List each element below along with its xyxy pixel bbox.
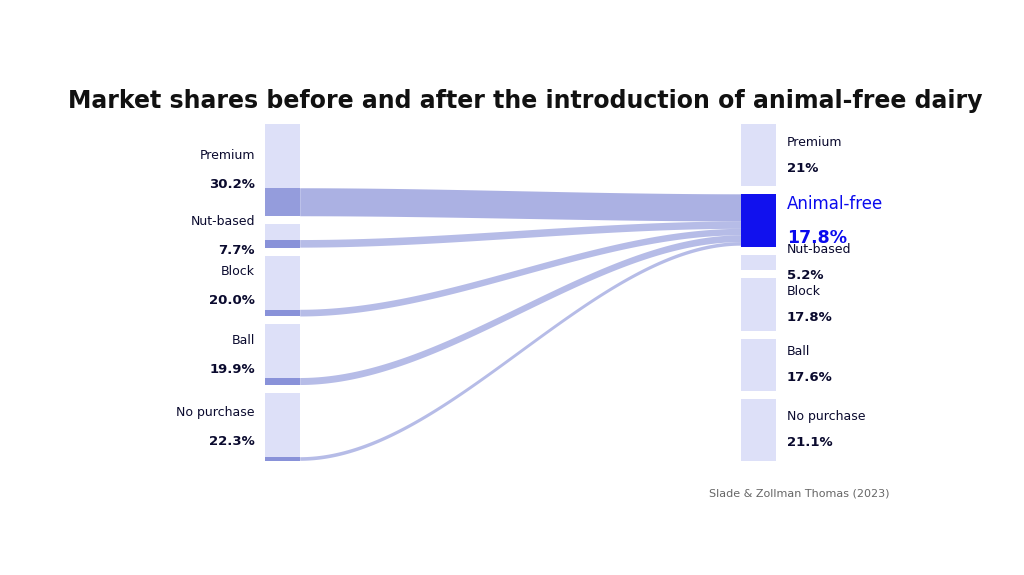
Bar: [741, 124, 776, 186]
Polygon shape: [300, 221, 741, 248]
Polygon shape: [300, 242, 741, 461]
Text: No purchase: No purchase: [176, 406, 255, 419]
Bar: [741, 398, 776, 461]
Text: 17.6%: 17.6%: [786, 371, 833, 384]
Text: Block: Block: [786, 285, 820, 298]
Text: Block: Block: [221, 265, 255, 278]
Bar: [741, 339, 776, 390]
Bar: [265, 378, 300, 385]
Bar: [265, 224, 300, 248]
Text: Ball: Ball: [786, 346, 810, 358]
Text: No purchase: No purchase: [786, 411, 865, 424]
Bar: [265, 256, 300, 316]
Polygon shape: [300, 235, 741, 385]
Bar: [741, 255, 776, 270]
Bar: [265, 393, 300, 461]
Text: Nut-based: Nut-based: [786, 243, 851, 256]
Text: Nut-based: Nut-based: [190, 215, 255, 228]
Text: Premium: Premium: [200, 150, 255, 162]
Text: 7.7%: 7.7%: [218, 244, 255, 257]
Text: 30.2%: 30.2%: [209, 178, 255, 191]
Text: Animal-free: Animal-free: [786, 194, 883, 213]
Text: Market shares before and after the introduction of animal-free dairy: Market shares before and after the intro…: [68, 89, 982, 113]
Text: 21.1%: 21.1%: [786, 436, 833, 449]
Bar: [265, 324, 300, 385]
Bar: [265, 457, 300, 461]
Text: 22.3%: 22.3%: [209, 435, 255, 448]
Text: 17.8%: 17.8%: [786, 310, 833, 324]
Text: Ball: Ball: [231, 334, 255, 347]
Text: 5.2%: 5.2%: [786, 269, 823, 282]
Bar: [265, 240, 300, 248]
Text: Premium: Premium: [786, 136, 842, 149]
Text: 19.9%: 19.9%: [209, 363, 255, 375]
Text: 20.0%: 20.0%: [209, 294, 255, 307]
Text: Slade & Zollman Thomas (2023): Slade & Zollman Thomas (2023): [710, 489, 890, 499]
Bar: [265, 188, 300, 216]
Bar: [265, 124, 300, 216]
Polygon shape: [300, 229, 741, 316]
Bar: [265, 310, 300, 316]
Text: 21%: 21%: [786, 162, 818, 175]
Bar: [741, 278, 776, 331]
Polygon shape: [300, 188, 741, 221]
Text: 17.8%: 17.8%: [786, 228, 847, 247]
Bar: [741, 194, 776, 247]
